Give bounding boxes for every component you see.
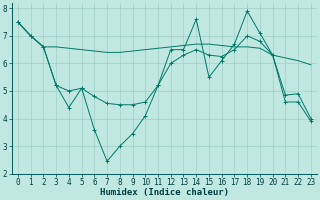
X-axis label: Humidex (Indice chaleur): Humidex (Indice chaleur) [100,188,229,197]
